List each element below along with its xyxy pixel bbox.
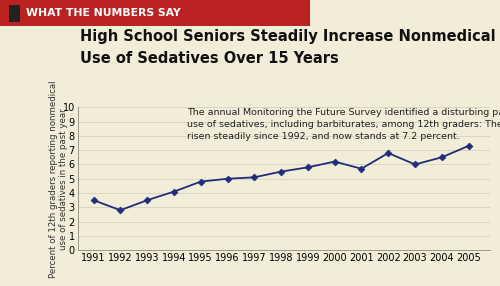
- Text: High School Seniors Steadily Increase Nonmedical: High School Seniors Steadily Increase No…: [80, 29, 496, 44]
- Text: Use of Sedatives Over 15 Years: Use of Sedatives Over 15 Years: [80, 51, 339, 65]
- Text: WHAT THE NUMBERS SAY: WHAT THE NUMBERS SAY: [26, 8, 181, 18]
- FancyBboxPatch shape: [0, 0, 310, 26]
- Bar: [9, 5, 20, 21]
- Y-axis label: Percent of 12th graders reporting nonmedical
use of sedatives in the past year: Percent of 12th graders reporting nonmed…: [48, 80, 68, 277]
- Text: The annual Monitoring the Future Survey identified a disturbing pattern in the n: The annual Monitoring the Future Survey …: [187, 108, 500, 140]
